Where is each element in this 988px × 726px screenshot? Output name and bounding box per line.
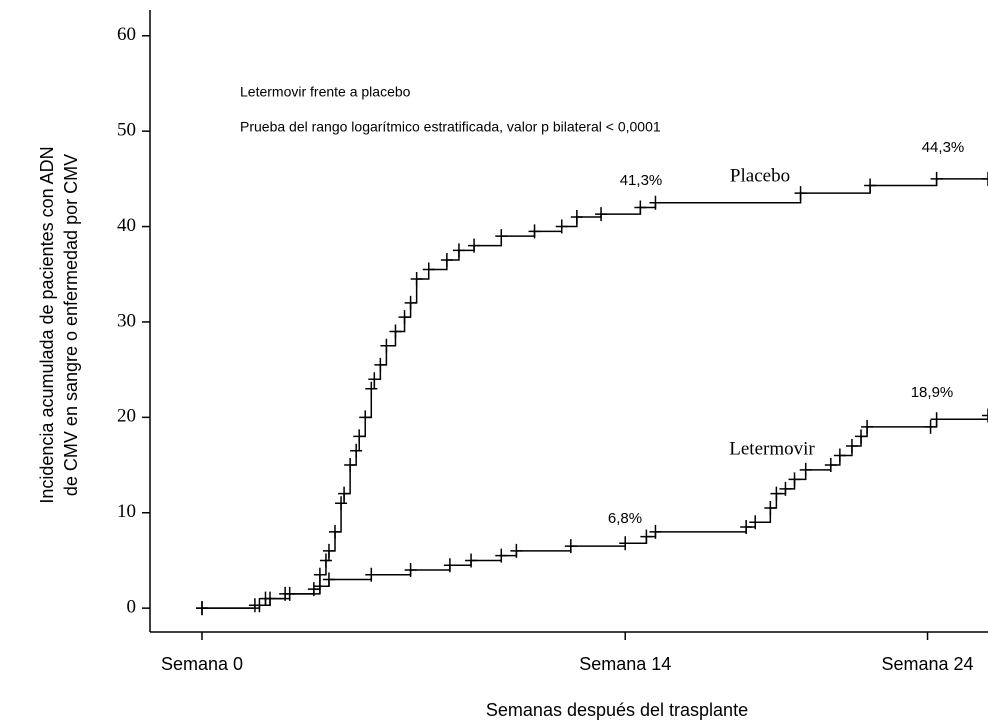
y-tick-label: 10 bbox=[117, 501, 136, 522]
censor-mark bbox=[634, 200, 647, 215]
censor-mark bbox=[404, 562, 417, 577]
censor-mark bbox=[468, 238, 481, 253]
censor-mark bbox=[495, 229, 508, 244]
x-tick-label: Semana 0 bbox=[161, 654, 243, 674]
censor-mark bbox=[465, 553, 478, 568]
x-axis-label: Semanas después del trasplante bbox=[486, 700, 748, 720]
censor-mark bbox=[404, 295, 417, 310]
censor-mark bbox=[359, 410, 372, 425]
y-tick-label: 40 bbox=[117, 215, 136, 236]
censor-mark bbox=[365, 381, 378, 396]
censor-mark bbox=[365, 567, 378, 582]
censor-mark bbox=[595, 207, 608, 222]
censor-mark bbox=[259, 591, 272, 606]
censor-mark bbox=[380, 338, 393, 353]
censor-mark bbox=[335, 496, 348, 511]
y-tick-label: 20 bbox=[117, 406, 136, 427]
censor-mark bbox=[248, 598, 261, 613]
y-tick-label: 0 bbox=[127, 597, 137, 618]
y-axis-label: Incidencia acumulada de pacientes con AD… bbox=[37, 146, 57, 503]
censor-mark bbox=[338, 486, 351, 501]
censor-mark bbox=[640, 529, 653, 544]
censor-mark bbox=[764, 500, 777, 515]
censor-mark bbox=[510, 543, 523, 558]
censor-mark bbox=[794, 186, 807, 201]
censor-mark bbox=[443, 558, 456, 573]
annotation: 18,9% bbox=[911, 384, 954, 401]
censor-mark bbox=[410, 272, 423, 287]
censor-mark bbox=[824, 458, 837, 473]
censor-mark bbox=[864, 178, 877, 193]
censor-mark bbox=[619, 536, 632, 551]
censor-mark bbox=[749, 515, 762, 530]
x-tick-label: Semana 24 bbox=[881, 654, 973, 674]
censor-mark bbox=[195, 601, 208, 616]
y-tick-label: 60 bbox=[117, 24, 136, 45]
censor-mark bbox=[855, 429, 868, 444]
y-axis-label: de CMV en sangre o enfermedad por CMV bbox=[61, 154, 81, 496]
censor-mark bbox=[555, 219, 568, 234]
censor-mark bbox=[799, 462, 812, 477]
censor-mark bbox=[833, 448, 846, 463]
censor-mark bbox=[649, 524, 662, 539]
censor-mark bbox=[350, 443, 363, 458]
annotation: 41,3% bbox=[620, 172, 663, 189]
censor-mark bbox=[389, 324, 402, 339]
censor-mark bbox=[788, 472, 801, 487]
censor-mark bbox=[329, 524, 342, 539]
series-label: Letermovir bbox=[729, 438, 815, 459]
censor-mark bbox=[528, 224, 541, 239]
censor-mark bbox=[982, 171, 988, 186]
step-line bbox=[201, 178, 988, 609]
censor-mark bbox=[368, 372, 381, 387]
censor-mark bbox=[930, 412, 943, 427]
censor-mark bbox=[374, 357, 387, 372]
censor-mark bbox=[649, 195, 662, 210]
censor-mark bbox=[924, 419, 937, 434]
y-tick-label: 30 bbox=[117, 310, 136, 331]
censor-mark bbox=[398, 310, 411, 325]
censor-mark bbox=[322, 572, 335, 587]
censor-mark bbox=[440, 252, 453, 267]
censor-mark bbox=[770, 486, 783, 501]
censor-mark bbox=[570, 210, 583, 225]
censor-mark bbox=[313, 579, 326, 594]
annotation: 44,3% bbox=[922, 139, 965, 156]
censor-mark bbox=[779, 481, 792, 496]
censor-mark bbox=[564, 539, 577, 554]
censor-mark bbox=[930, 171, 943, 186]
censor-mark bbox=[495, 548, 508, 563]
censor-mark bbox=[353, 429, 366, 444]
censor-mark bbox=[319, 553, 332, 568]
annotation: 6,8% bbox=[608, 510, 642, 527]
censor-mark bbox=[344, 458, 357, 473]
censor-mark bbox=[861, 419, 874, 434]
x-tick-label: Semana 14 bbox=[579, 654, 671, 674]
censor-mark bbox=[422, 262, 435, 277]
series-label: Placebo bbox=[730, 165, 790, 186]
title-line: Prueba del rango logarítmico estratifica… bbox=[240, 119, 661, 135]
censor-mark bbox=[322, 543, 335, 558]
censor-mark bbox=[845, 438, 858, 453]
censor-mark bbox=[452, 243, 465, 258]
censor-mark bbox=[740, 520, 753, 535]
y-tick-label: 50 bbox=[117, 120, 136, 141]
title-line: Letermovir frente a placebo bbox=[240, 84, 411, 100]
censor-mark bbox=[982, 408, 988, 423]
censor-mark bbox=[283, 586, 296, 601]
